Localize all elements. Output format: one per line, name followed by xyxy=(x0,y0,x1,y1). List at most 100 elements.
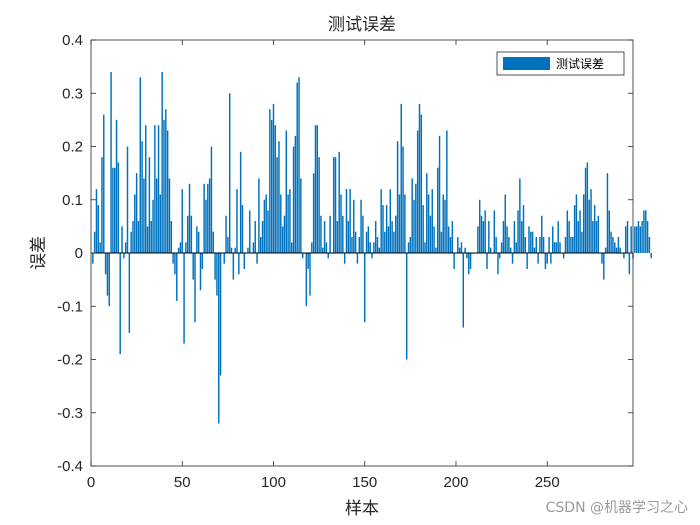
bar xyxy=(380,189,382,253)
bar xyxy=(137,221,140,253)
bar xyxy=(265,194,267,253)
bar xyxy=(371,253,373,259)
bar xyxy=(283,215,286,253)
bar xyxy=(199,253,202,291)
bar xyxy=(241,205,244,253)
bar xyxy=(442,194,444,253)
bar xyxy=(590,189,592,253)
bar xyxy=(404,194,406,253)
bar xyxy=(230,247,233,253)
bar xyxy=(292,146,295,253)
bar xyxy=(551,226,554,253)
bar xyxy=(603,253,605,280)
bar xyxy=(374,221,377,253)
bar xyxy=(398,194,401,253)
bar xyxy=(593,205,596,253)
bar xyxy=(541,215,543,253)
bar xyxy=(141,141,143,253)
bar xyxy=(252,242,255,253)
y-tick-label: -0.3 xyxy=(57,405,83,422)
bar xyxy=(367,226,370,253)
bar xyxy=(347,221,350,253)
bar xyxy=(393,231,395,253)
bar xyxy=(274,125,277,253)
x-axis-ticks: 0 50 100 150 200 250 xyxy=(87,40,560,491)
bar xyxy=(564,237,567,253)
bar xyxy=(524,237,527,253)
legend-label: 测试误差 xyxy=(556,56,604,71)
bar xyxy=(373,242,375,253)
bar xyxy=(478,199,481,253)
bar xyxy=(307,253,309,269)
y-axis-label: 误差 xyxy=(29,236,49,270)
bar xyxy=(420,114,423,253)
bar xyxy=(444,199,446,253)
x-tick-label: 250 xyxy=(535,474,560,491)
bar xyxy=(166,130,169,253)
bar xyxy=(236,189,238,253)
bar xyxy=(340,194,342,253)
bar xyxy=(259,237,262,253)
bar xyxy=(499,253,501,259)
bar xyxy=(568,221,570,253)
bar xyxy=(298,77,300,254)
bar xyxy=(546,253,548,264)
bar xyxy=(559,242,561,253)
bar xyxy=(539,237,541,253)
bar xyxy=(415,183,417,253)
bar xyxy=(550,253,552,264)
bar xyxy=(438,135,441,253)
bar xyxy=(648,237,651,253)
bar xyxy=(300,178,302,253)
bar xyxy=(314,125,317,253)
bar xyxy=(343,253,346,264)
bar xyxy=(99,242,101,253)
bar xyxy=(112,167,114,253)
legend: 测试误差 xyxy=(496,51,625,76)
bar xyxy=(422,205,424,253)
bar xyxy=(604,247,607,253)
bar xyxy=(176,253,178,301)
bar xyxy=(132,221,134,253)
bar xyxy=(342,215,344,253)
bar xyxy=(646,221,649,253)
bar xyxy=(123,253,125,259)
bar xyxy=(431,189,433,253)
bar xyxy=(269,109,271,253)
bar xyxy=(586,162,589,253)
bar xyxy=(486,253,488,269)
bar xyxy=(411,178,413,253)
y-tick-label: 0 xyxy=(75,245,83,262)
y-tick-label: -0.1 xyxy=(57,298,83,315)
bar xyxy=(139,77,142,254)
bar xyxy=(179,242,182,253)
bar xyxy=(154,125,156,253)
bar xyxy=(351,237,353,253)
bar xyxy=(645,210,647,253)
bar xyxy=(128,253,131,333)
bar xyxy=(382,205,384,253)
bar xyxy=(650,253,652,259)
bar xyxy=(460,242,463,253)
legend-swatch xyxy=(503,57,550,70)
bar xyxy=(369,242,371,253)
bar xyxy=(345,189,348,253)
bar xyxy=(628,253,631,275)
bar xyxy=(533,247,536,253)
bar xyxy=(148,157,151,253)
y-tick-label: 0.2 xyxy=(62,139,83,156)
bar xyxy=(223,253,225,264)
bar xyxy=(150,221,152,253)
bar xyxy=(562,253,565,259)
bar xyxy=(477,226,479,253)
bar xyxy=(130,231,132,253)
bar xyxy=(316,125,319,253)
bar xyxy=(254,221,256,253)
bar xyxy=(360,199,362,253)
bar xyxy=(172,253,174,264)
bar xyxy=(227,237,229,253)
bar xyxy=(528,226,530,253)
bar xyxy=(520,221,523,253)
bar xyxy=(121,226,123,253)
